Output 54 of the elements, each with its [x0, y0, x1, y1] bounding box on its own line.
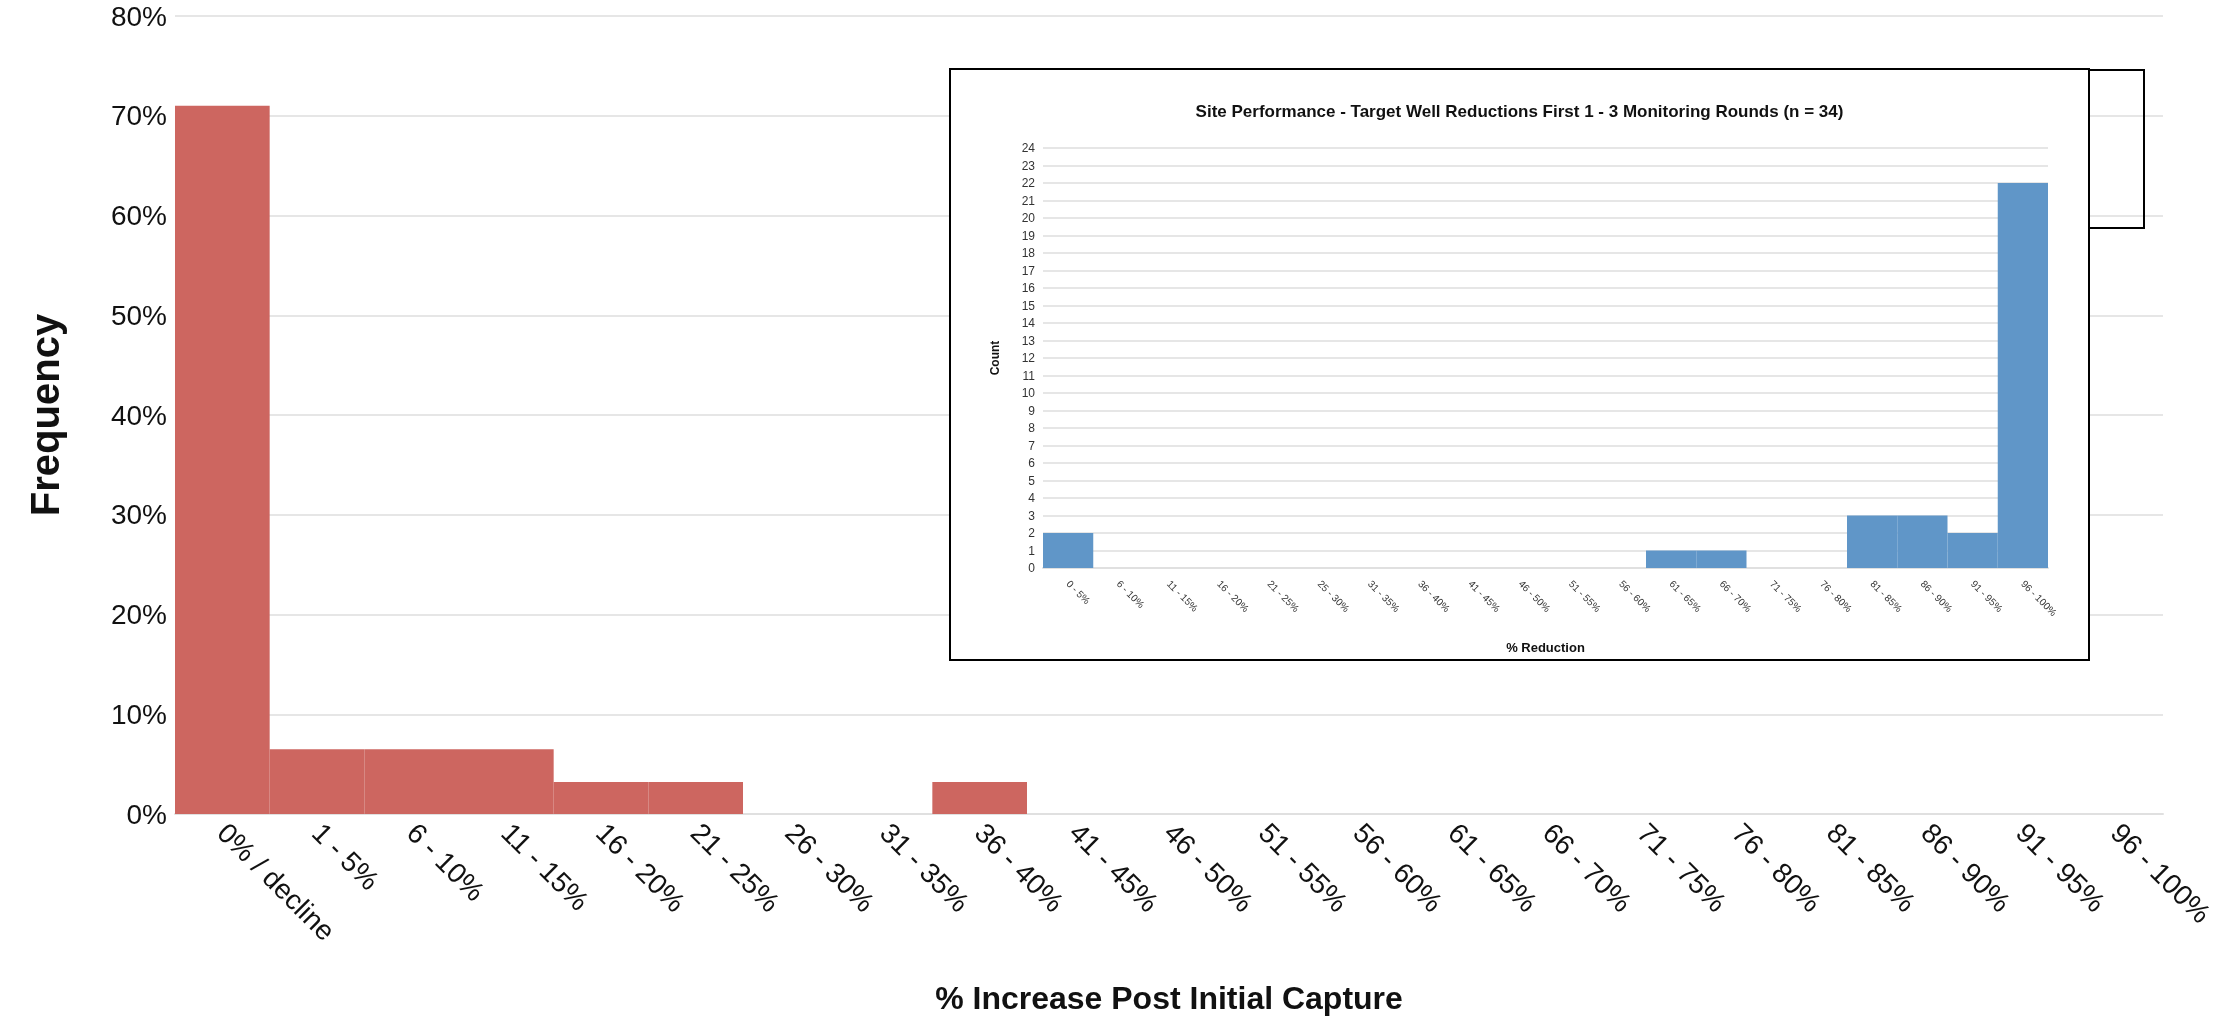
y-tick-label: 1 — [1028, 543, 1036, 558]
y-tick-label: 11 — [1022, 368, 1036, 383]
y-tick-label: 22 — [1021, 176, 1036, 190]
x-tick-label: 0 - 5% — [1064, 578, 1093, 607]
y-tick-label: 19 — [1021, 228, 1036, 243]
y-tick-label: 40% — [110, 399, 167, 431]
y-tick-label: 21 — [1021, 193, 1036, 208]
y-tick-label: 5 — [1028, 473, 1036, 488]
y-tick-label: 23 — [1021, 158, 1036, 173]
x-tick-label: 41 - 45% — [1466, 578, 1503, 615]
x-tick-label: 16 - 20% — [1214, 578, 1252, 615]
y-tick-label: 24 — [1021, 141, 1036, 155]
y-tick-label: 17 — [1021, 263, 1036, 278]
y-tick-label: 10 — [1021, 386, 1036, 400]
x-tick-label: 56 - 60% — [1616, 578, 1654, 615]
x-tick-label: 76 - 80% — [1817, 578, 1855, 615]
y-tick-label: 2 — [1028, 526, 1036, 540]
y-tick-label: 10% — [110, 698, 167, 730]
x-axis-title: % Reduction — [1506, 640, 1585, 655]
y-tick-label: 14 — [1021, 316, 1036, 330]
y-tick-label: 8 — [1028, 421, 1036, 435]
x-tick-label: 6 - 10% — [1114, 578, 1147, 611]
y-tick-label: 50% — [110, 299, 167, 331]
y-axis-title: Count — [988, 340, 1002, 376]
x-tick-label: 6 - 10% — [400, 817, 491, 908]
y-tick-label: 0 — [1028, 561, 1036, 575]
y-tick-label: 30% — [110, 499, 167, 531]
y-tick-label: 7 — [1028, 438, 1036, 453]
y-tick-label: 20% — [110, 599, 167, 630]
y-tick-label: 16 — [1021, 281, 1036, 295]
y-tick-label: 20 — [1021, 211, 1036, 225]
x-tick-label: 61 - 65% — [1667, 578, 1704, 615]
y-tick-label: 80% — [110, 0, 167, 32]
y-axis-title: Frequency — [23, 313, 67, 517]
bar — [1043, 533, 1094, 568]
x-tick-label: 81 - 85% — [1868, 578, 1905, 615]
y-tick-label: 6 — [1028, 456, 1036, 470]
y-tick-label: 4 — [1028, 491, 1036, 505]
y-tick-label: 3 — [1028, 508, 1036, 523]
y-tick-label: 13 — [1021, 333, 1036, 348]
y-tick-label: 12 — [1021, 351, 1036, 365]
y-tick-label: 9 — [1028, 403, 1036, 418]
y-tick-label: 0% — [126, 798, 167, 830]
x-tick-label: 36 - 40% — [1415, 578, 1453, 615]
bar — [932, 782, 1027, 814]
x-tick-label: 11 - 15% — [495, 817, 596, 917]
y-tick-label: 70% — [110, 100, 167, 132]
chart-title: Site Performance - Target Well Reductions First 1 - 3 Monitoring Rounds (n = 34) — [1195, 102, 1844, 121]
y-tick-label: 60% — [110, 200, 167, 231]
x-axis-title: % Increase Post Initial Capture — [935, 980, 1403, 1016]
y-tick-label: 15 — [1021, 298, 1036, 313]
y-tick-label: 18 — [1021, 246, 1036, 260]
x-tick-label: 1 - 5% — [306, 817, 386, 897]
x-tick-label: 21 - 25% — [1265, 578, 1302, 615]
